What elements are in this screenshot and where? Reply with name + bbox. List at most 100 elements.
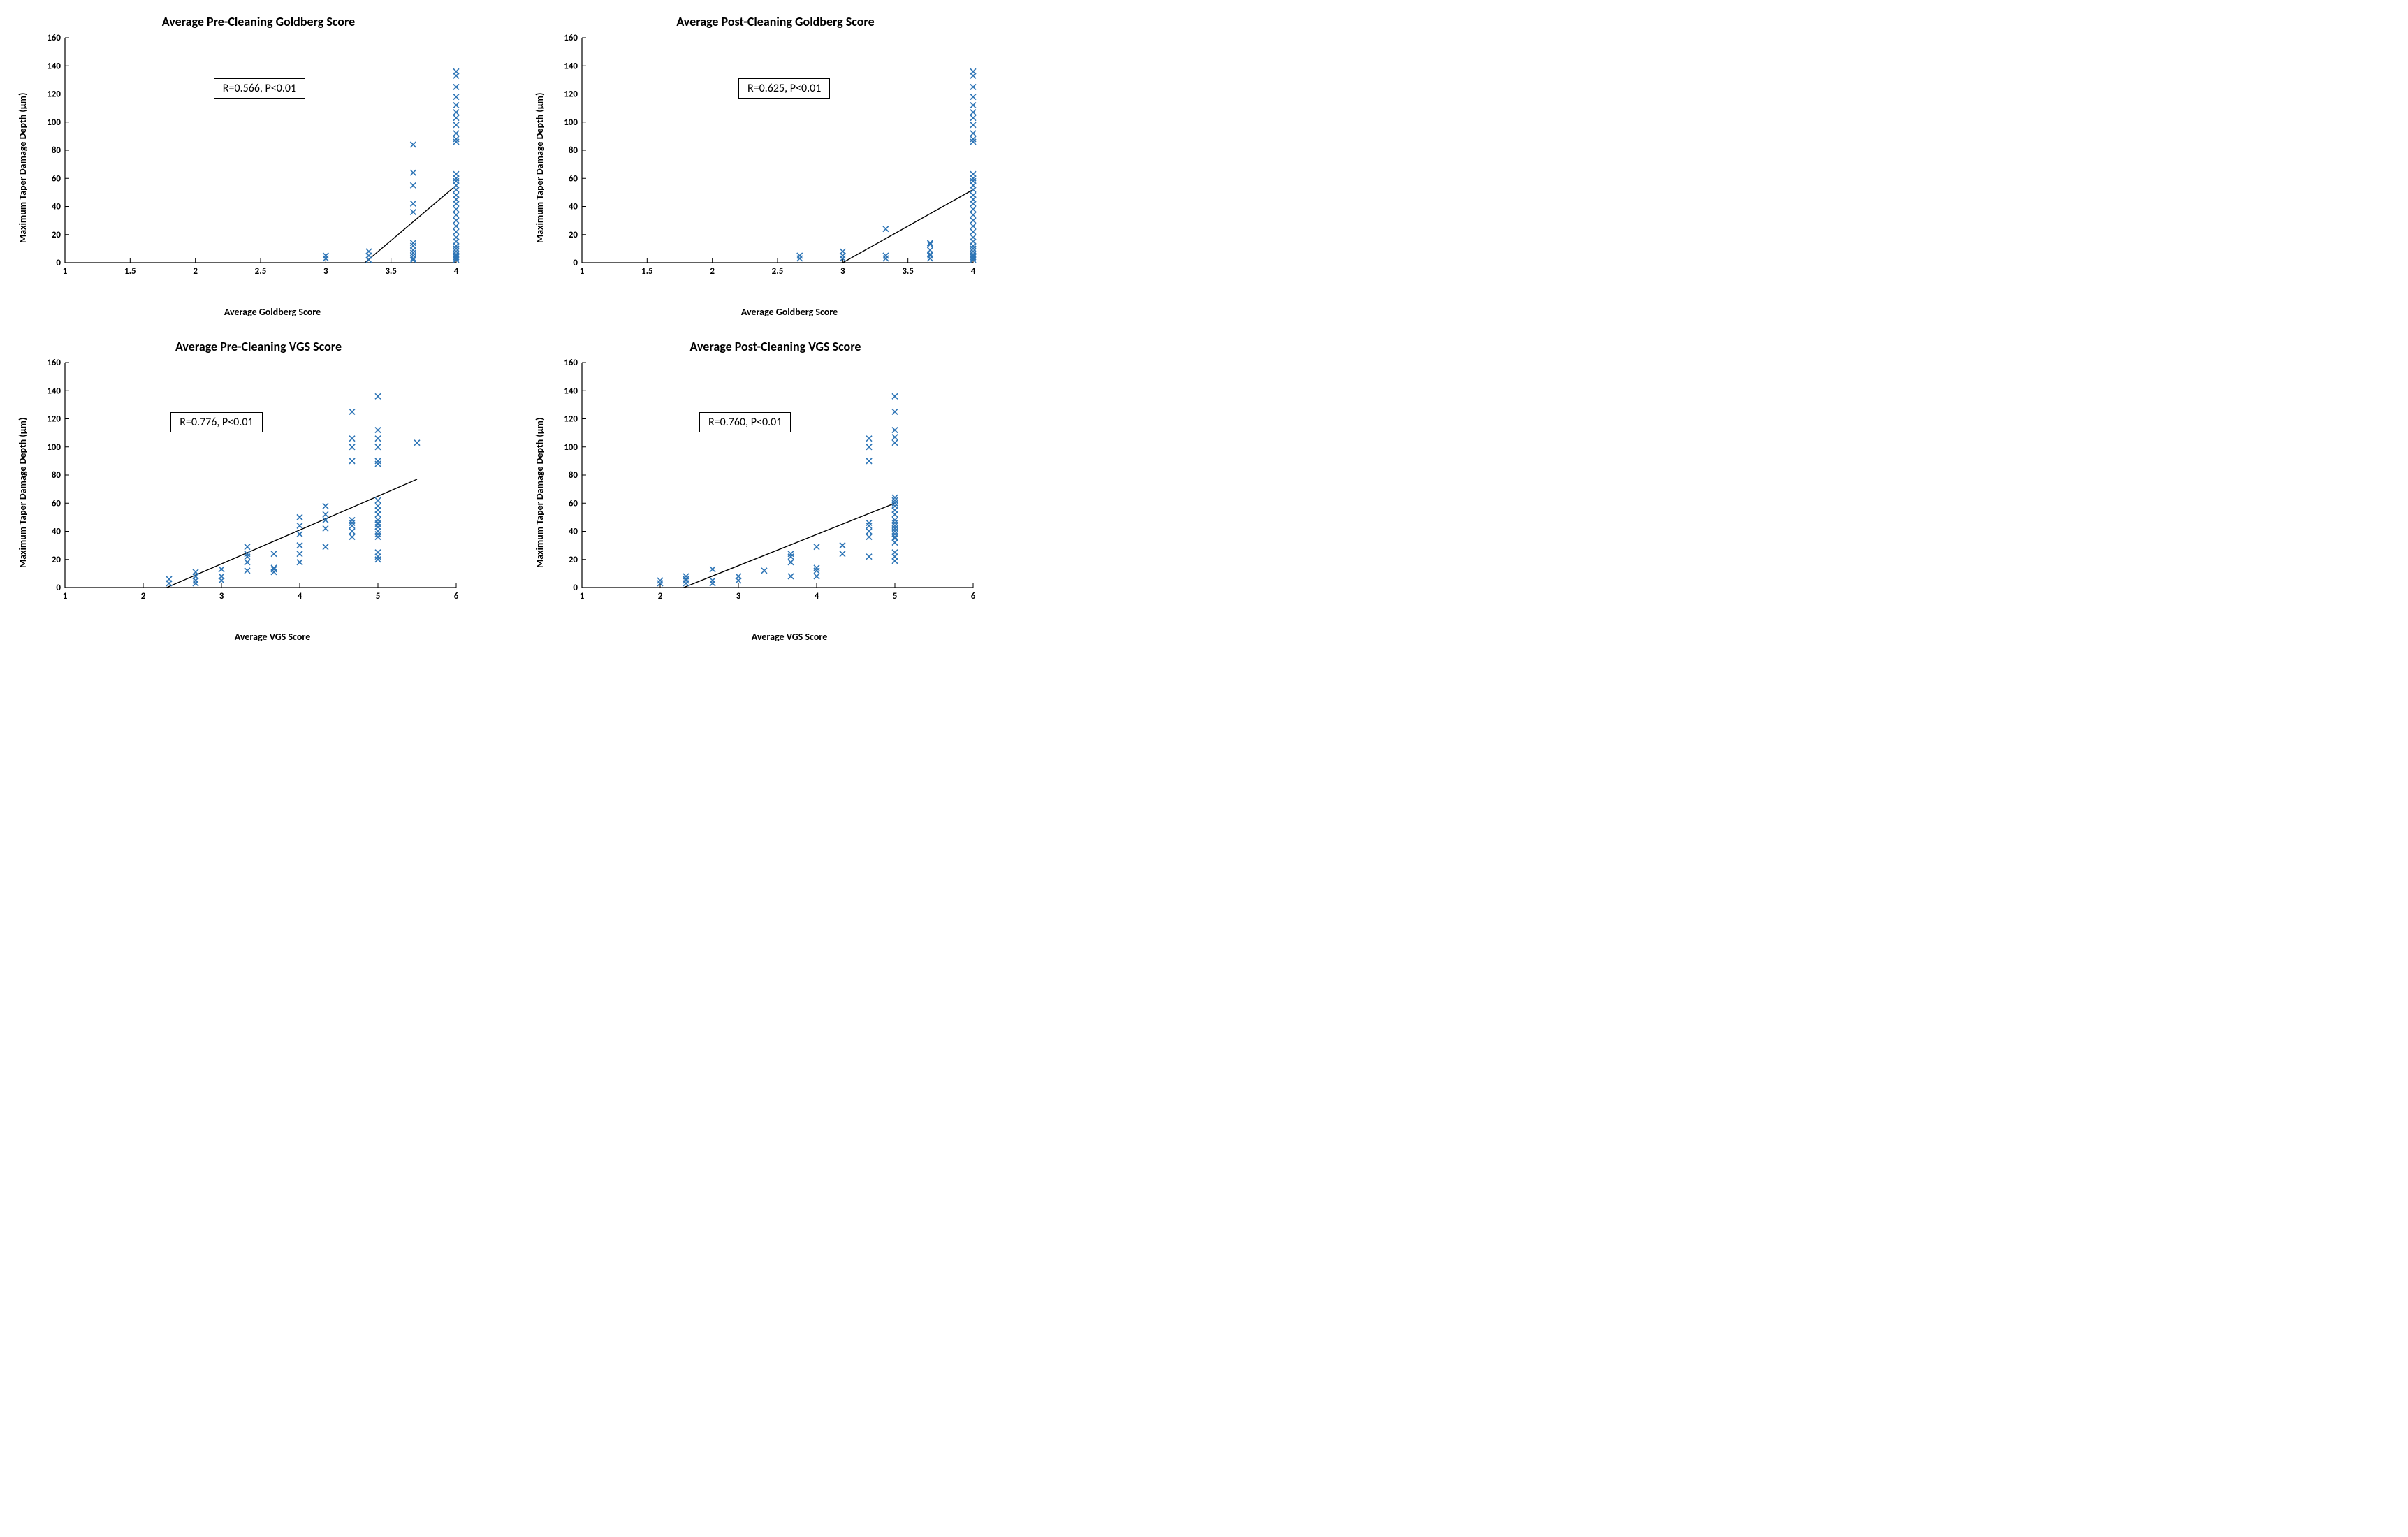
data-point: [366, 249, 372, 254]
svg-text:40: 40: [569, 527, 578, 537]
data-point: [375, 557, 381, 562]
data-point: [271, 551, 277, 557]
data-point: [375, 461, 381, 467]
svg-text:120: 120: [564, 414, 578, 425]
svg-text:5: 5: [376, 591, 381, 602]
data-point: [797, 256, 803, 261]
data-point: [375, 436, 381, 442]
data-point: [219, 567, 224, 572]
data-point: [297, 514, 302, 520]
x-axis-label: Average Goldberg Score: [42, 306, 503, 318]
chart-row: Maximum Taper Damage Depth (μm)123456020…: [14, 357, 503, 628]
data-point: [866, 436, 872, 442]
svg-text:3: 3: [736, 591, 741, 602]
y-axis-label: Maximum Taper Damage Depth (μm): [531, 357, 548, 628]
data-point: [323, 525, 328, 531]
svg-text:160: 160: [564, 358, 578, 368]
data-point: [453, 207, 459, 212]
data-point: [970, 68, 976, 74]
data-point: [245, 544, 250, 550]
y-axis-label: Maximum Taper Damage Depth (μm): [14, 32, 31, 303]
data-point: [453, 122, 459, 128]
svg-text:100: 100: [564, 442, 578, 453]
x-axis-label: Average VGS Score: [559, 631, 1020, 643]
svg-text:20: 20: [569, 555, 578, 565]
data-point: [892, 550, 898, 555]
data-point: [970, 103, 976, 108]
data-point: [297, 560, 302, 565]
data-point: [892, 440, 898, 446]
x-axis-label: Average Goldberg Score: [559, 306, 1020, 318]
data-point: [970, 229, 976, 235]
y-axis-label: Maximum Taper Damage Depth (μm): [14, 357, 31, 628]
data-point: [453, 246, 459, 252]
svg-text:1.5: 1.5: [641, 266, 653, 277]
data-point: [892, 435, 898, 440]
data-point: [761, 568, 767, 574]
chart-panel: Average Pre-Cleaning VGS Score Maximum Ta…: [14, 339, 503, 643]
plot-area: 123456020406080100120140160R=0.760, P<0.…: [548, 357, 1020, 628]
chart-title: Average Post-Cleaning VGS Score: [531, 339, 1020, 354]
svg-text:2: 2: [193, 266, 198, 277]
svg-text:0: 0: [573, 583, 578, 593]
data-point: [349, 517, 355, 523]
chart-row: Maximum Taper Damage Depth (μm)11.522.53…: [14, 32, 503, 303]
scatter-svg: 123456020406080100120140160: [548, 357, 982, 609]
data-point: [349, 444, 355, 450]
data-point: [297, 543, 302, 548]
svg-text:0: 0: [573, 258, 578, 268]
data-point: [970, 218, 976, 224]
data-point: [970, 207, 976, 212]
data-point: [892, 497, 898, 503]
chart-title: Average Pre-Cleaning VGS Score: [14, 339, 503, 354]
data-point: [970, 192, 976, 198]
data-point: [840, 551, 845, 557]
data-point: [814, 574, 819, 579]
chart-panel: Average Pre-Cleaning Goldberg ScoreMaxim…: [14, 14, 503, 318]
svg-text:160: 160: [47, 358, 61, 368]
data-point: [375, 517, 381, 523]
data-point: [970, 249, 976, 254]
data-point: [349, 534, 355, 540]
data-point: [892, 495, 898, 500]
data-point: [453, 110, 459, 115]
data-point: [375, 497, 381, 503]
data-point: [323, 503, 328, 509]
data-point: [892, 517, 898, 523]
data-point: [410, 201, 416, 206]
data-point: [814, 565, 819, 571]
data-point: [410, 250, 416, 256]
svg-text:3.5: 3.5: [385, 266, 397, 277]
data-point: [453, 218, 459, 224]
data-point: [453, 131, 459, 136]
data-point: [710, 581, 715, 586]
data-point: [866, 554, 872, 560]
data-point: [883, 253, 889, 258]
data-point: [219, 574, 224, 579]
svg-text:20: 20: [52, 230, 61, 240]
svg-text:1: 1: [63, 591, 68, 602]
plot-area: 11.522.533.54020406080100120140160R=0.62…: [548, 32, 1020, 303]
data-point: [410, 240, 416, 246]
svg-text:1: 1: [63, 266, 68, 277]
data-point: [970, 131, 976, 136]
svg-text:100: 100: [47, 117, 61, 128]
data-point: [245, 568, 250, 574]
data-point: [375, 393, 381, 399]
svg-text:5: 5: [893, 591, 898, 602]
data-point: [970, 84, 976, 89]
chart-panel: Average Post-Cleaning Goldberg ScoreMaxi…: [531, 14, 1020, 318]
data-point: [375, 428, 381, 433]
data-point: [788, 554, 794, 560]
svg-text:4: 4: [815, 591, 819, 602]
scatter-svg: 123456020406080100120140160: [31, 357, 465, 609]
data-point: [375, 444, 381, 450]
svg-text:1: 1: [580, 591, 585, 602]
svg-text:160: 160: [47, 33, 61, 43]
data-point: [892, 523, 898, 528]
svg-text:60: 60: [569, 498, 578, 509]
data-point: [375, 550, 381, 555]
svg-text:60: 60: [52, 173, 61, 184]
data-point: [892, 529, 898, 534]
svg-text:2: 2: [658, 591, 663, 602]
